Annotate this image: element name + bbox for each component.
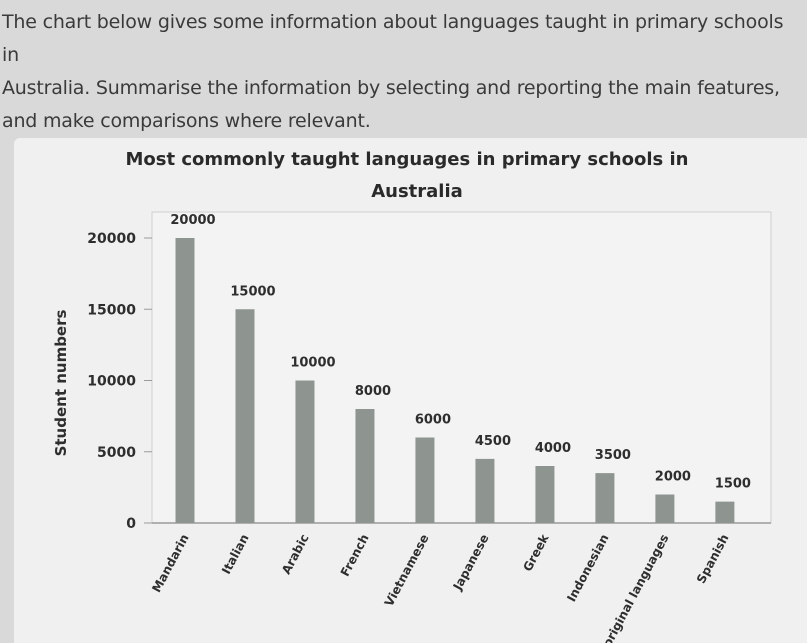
bar — [475, 458, 495, 523]
y-tick-label: 5000 — [97, 445, 136, 461]
chart-card: Most commonly taught languages in primar… — [14, 138, 807, 643]
y-tick-label: 0 — [126, 516, 136, 532]
category-label: Spanish — [694, 532, 732, 586]
bar — [595, 473, 615, 523]
bar — [415, 437, 435, 523]
data-label: 20000 — [170, 213, 215, 228]
category-label: Italian — [219, 532, 252, 577]
prompt-line: and make comparisons where relevant. — [2, 110, 371, 132]
bar-chart: Most commonly taught languages in primar… — [52, 149, 772, 643]
category-label: Greek — [520, 531, 552, 574]
prompt-line: The chart below gives some information a… — [2, 11, 784, 66]
chart-title-line-1: Most commonly taught languages in primar… — [126, 149, 689, 170]
plot-frame — [151, 211, 772, 524]
bar — [655, 494, 675, 523]
category-label: Indonesian — [564, 532, 611, 604]
data-label: 15000 — [230, 284, 275, 299]
bar — [535, 466, 555, 523]
category-label: Arabic — [279, 532, 312, 577]
data-label: 4500 — [475, 434, 511, 449]
y-tick-label: 20000 — [87, 231, 136, 247]
data-label: 2000 — [655, 470, 691, 485]
task-prompt: The chart below gives some information a… — [2, 6, 797, 138]
bar — [715, 501, 735, 523]
prompt-line: Australia. Summarise the information by … — [2, 77, 780, 99]
category-label: French — [338, 532, 372, 579]
data-label: 1500 — [715, 477, 751, 492]
data-label: 10000 — [290, 356, 335, 371]
data-label: 8000 — [355, 384, 391, 399]
category-label: Mandarin — [149, 532, 191, 595]
category-label: Japanese — [450, 532, 492, 594]
category-label: Vietnamese — [382, 532, 432, 609]
data-label: 6000 — [415, 413, 451, 428]
data-label: 4000 — [535, 441, 571, 456]
data-label: 3500 — [595, 448, 631, 463]
plot-area: 0 5000 10000 15000 20000 20000 Mandarin 15000 It… — [87, 211, 772, 643]
y-tick-label: 15000 — [87, 302, 136, 318]
bar — [235, 309, 255, 523]
bar — [175, 238, 195, 523]
y-axis-label: Student numbers — [52, 310, 70, 457]
y-tick-label: 10000 — [87, 374, 136, 390]
bar — [355, 409, 375, 523]
chart-title-line-2: Australia — [371, 181, 463, 202]
bar — [295, 380, 315, 523]
